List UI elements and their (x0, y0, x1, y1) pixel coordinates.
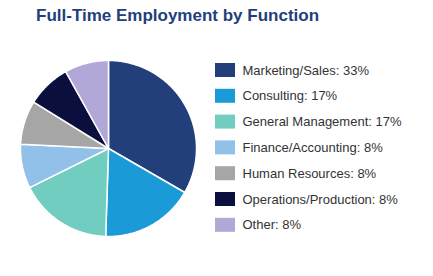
svg-text:General Management: 17%: General Management: 17% (243, 114, 402, 129)
svg-text:Consulting: 17%: Consulting: 17% (243, 88, 338, 103)
svg-text:Operations/Production: 8%: Operations/Production: 8% (243, 192, 399, 207)
svg-text:Finance/Accounting: 8%: Finance/Accounting: 8% (243, 140, 384, 155)
svg-text:Other: 8%: Other: 8% (243, 217, 302, 232)
html-text:Full-Time Employment by Functi: Full-Time Employment by Function (36, 6, 319, 25)
svg-text:Human Resources: 8%: Human Resources: 8% (243, 166, 377, 181)
svg-text:Marketing/Sales: 33%: Marketing/Sales: 33% (243, 63, 370, 78)
